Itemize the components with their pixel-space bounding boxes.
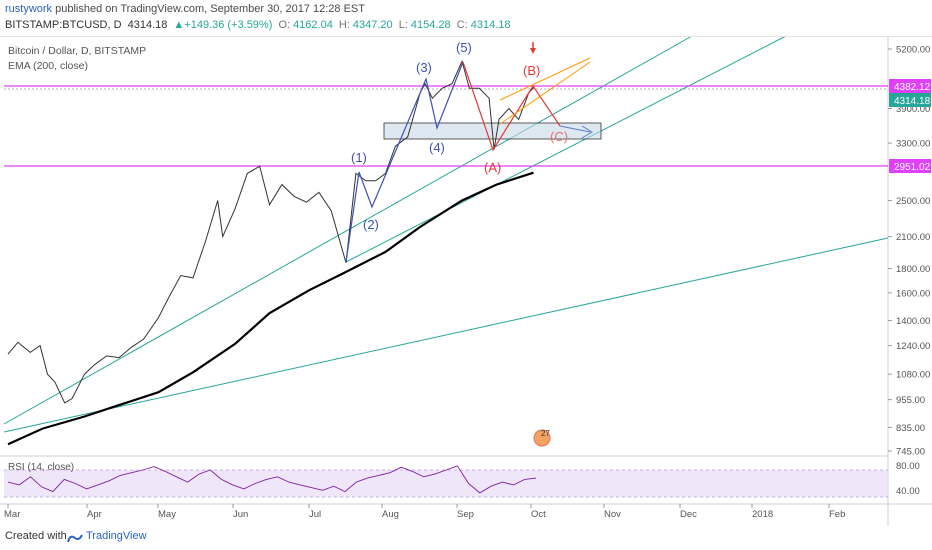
- x-tick-label: Jul: [309, 509, 321, 520]
- open-value: 4162.04: [293, 19, 333, 31]
- level-high-value: 4382.12: [894, 82, 931, 93]
- change-value: ▲+149.36 (+3.59%): [173, 19, 273, 31]
- x-tick-label: Sep: [457, 509, 474, 520]
- rsi-band: [4, 470, 888, 497]
- chart-title: Bitcoin / Dollar, D, BITSTAMP: [8, 45, 146, 57]
- y-tick-label: 835.00: [896, 423, 925, 434]
- y-tick-label: 1080.00: [896, 370, 930, 381]
- wedge-upper: [499, 57, 591, 101]
- price-series-line: [7, 59, 534, 404]
- price-axis: 5200.00 3900.00 3300.00 2500.00 2100.00 1800.…: [888, 45, 930, 458]
- last-price-value: 4314.18: [894, 96, 931, 107]
- y-tick-label: 2500.00: [896, 196, 930, 207]
- low-value: 4154.28: [410, 19, 451, 31]
- rsi-label: RSI (14, close): [8, 462, 74, 473]
- high-value: 4347.20: [352, 19, 393, 31]
- x-tick-label: Aug: [382, 509, 399, 520]
- x-tick-label: Feb: [829, 509, 845, 520]
- close-label: C:: [456, 19, 468, 31]
- y-tick-label: 5200.00: [896, 45, 930, 56]
- indicator-label: EMA (200, close): [8, 60, 88, 72]
- level-high-tag: [889, 79, 931, 93]
- published-text: published on TradingView.com, September …: [55, 3, 365, 15]
- close-value: 4314.18: [470, 19, 511, 31]
- chart-header: rustywork published on TradingView.com, …: [0, 0, 932, 37]
- rsi-series-line: [7, 465, 537, 494]
- wave-label-5: (5): [456, 40, 472, 55]
- trendline-upper: [345, 35, 787, 263]
- impulse-wave: [345, 61, 464, 263]
- y-tick-label: 1800.00: [896, 264, 930, 275]
- x-tick-label: 2018: [752, 509, 773, 520]
- level-low-tag: [889, 159, 931, 173]
- y-tick-label: 3900.00: [896, 104, 930, 115]
- wave-label-3: (3): [416, 60, 432, 75]
- wave-label-a: (A): [484, 160, 501, 175]
- wave-label-b: (B): [523, 63, 540, 78]
- corrective-wave: [462, 61, 561, 152]
- tradingview-logo-icon: [67, 534, 83, 543]
- rsi-tick-40: 40.00: [896, 486, 920, 497]
- y-tick-label: 1240.00: [896, 341, 930, 352]
- y-tick-label: 955.00: [896, 395, 925, 406]
- wave-label-c: (C): [550, 129, 568, 144]
- down-arrow-icon: [530, 48, 536, 54]
- rsi-tick-80: 80.00: [896, 461, 920, 472]
- high-label: H:: [338, 19, 350, 31]
- y-tick-label: 3300.00: [896, 139, 930, 150]
- projection-arrow: [559, 125, 591, 133]
- x-tick-label: Dec: [680, 509, 697, 520]
- ideas-badge-icon: [533, 429, 551, 447]
- x-tick-label: Apr: [87, 509, 102, 520]
- x-tick-label: Jun: [233, 509, 248, 520]
- wedge-lower: [499, 61, 591, 125]
- y-tick-label: 745.00: [896, 447, 925, 458]
- low-label: L:: [398, 19, 408, 31]
- y-tick-label: 1400.00: [896, 316, 930, 327]
- last-price-tag: [889, 93, 931, 107]
- publish-line: rustywork published on TradingView.com, …: [5, 3, 365, 15]
- x-tick-label: Mar: [4, 509, 20, 520]
- x-tick-label: May: [158, 509, 176, 520]
- ideas-badge-count: 27: [541, 429, 550, 438]
- ema-series-line: [7, 171, 534, 446]
- open-label: O:: [278, 19, 291, 31]
- created-with-label: Created with: [5, 530, 67, 542]
- wave-label-1: (1): [351, 150, 367, 165]
- y-tick-label: 2100.00: [896, 232, 930, 243]
- time-axis: Mar Apr May Jun Jul Aug Sep Oct Nov Dec 2018 Feb: [4, 504, 845, 520]
- y-tick-label: 1600.00: [896, 288, 930, 299]
- x-tick-label: Nov: [604, 509, 621, 520]
- author-link[interactable]: rustywork: [5, 3, 53, 15]
- projection-arrow-head: [581, 125, 593, 139]
- footer: Created with TradingView: [0, 526, 932, 550]
- last-value: 4314.18: [127, 19, 168, 31]
- x-tick-label: Oct: [531, 509, 546, 520]
- wave-label-4: (4): [429, 140, 445, 155]
- wave-label-2: (2): [363, 217, 379, 232]
- trendline-mid: [3, 35, 693, 425]
- symbol-label[interactable]: BITSTAMP:BTCUSD, D: [5, 19, 122, 31]
- level-low-value: 2951.02: [894, 162, 931, 173]
- ohlc-line: BITSTAMP:BTCUSD, D 4314.18 ▲+149.36 (+3.…: [5, 19, 514, 31]
- tradingview-brand-link[interactable]: TradingView: [86, 530, 147, 542]
- trendline-lower: [3, 237, 889, 433]
